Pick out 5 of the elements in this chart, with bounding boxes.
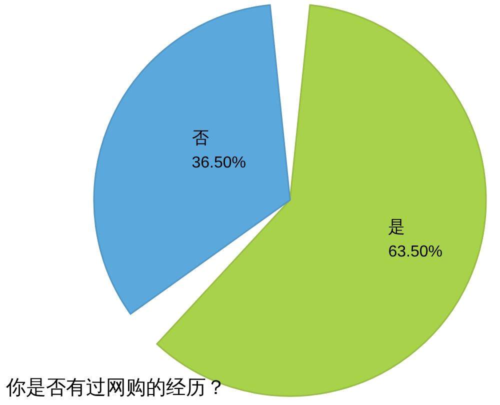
data-label: 36.50%: [192, 154, 246, 172]
data-label: 63.50%: [388, 243, 443, 260]
slice-label: 否: [192, 128, 209, 149]
text: 你是否有过网购的经历？: [5, 375, 226, 399]
slice-label: 是: [388, 217, 406, 238]
